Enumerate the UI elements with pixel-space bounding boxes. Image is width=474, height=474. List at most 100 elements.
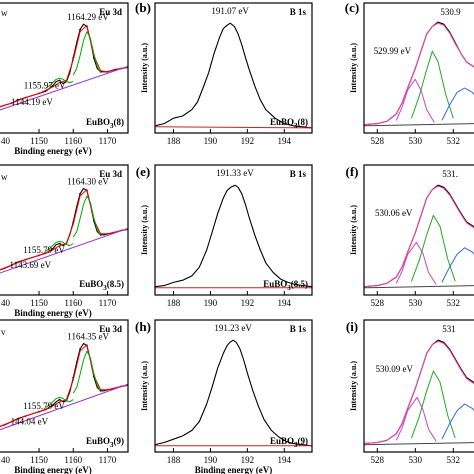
- x-tick-label: 188: [167, 136, 181, 146]
- data-point: [79, 192, 82, 195]
- series-component-4: [441, 247, 474, 283]
- series-envelope-1: [0, 24, 128, 108]
- x-tick-label: 532: [447, 136, 461, 146]
- x-tick-label: 192: [241, 298, 255, 308]
- series-component-3: [411, 50, 454, 119]
- peak-label: 530.09 eV: [376, 364, 414, 374]
- x-tick-label: 188: [167, 298, 181, 308]
- peak-label: 191.33 eV: [216, 168, 254, 178]
- series-component-3: [45, 77, 74, 89]
- x-tick-label: 190: [204, 455, 218, 465]
- series-component-3: [411, 370, 456, 439]
- peak-label: 1143.69 eV: [9, 260, 51, 270]
- x-tick-label: 532: [447, 298, 461, 308]
- x-tick-label: 1170: [99, 298, 117, 308]
- x-tick-label: 192: [241, 455, 255, 465]
- plot-frame: [0, 2, 129, 134]
- series-baseline-5: [364, 123, 474, 127]
- series-measured-0: [0, 23, 128, 108]
- plot-frame: [154, 2, 313, 134]
- peak-label: 144.04 eV: [11, 416, 49, 426]
- x-tick-label: 194: [278, 455, 292, 465]
- panel-label: (i): [346, 319, 358, 334]
- series-measured-0: [364, 184, 474, 288]
- x-axis-label: Binding energy (eV): [14, 308, 92, 318]
- clipped-text: 40: [1, 298, 11, 308]
- data-point: [79, 348, 82, 350]
- peak-label: 1155.79 eV: [23, 401, 65, 411]
- series-measured-0: [155, 22, 312, 129]
- region-label: Eu 3d: [99, 7, 122, 17]
- sample-label: EuBO3(8): [86, 117, 124, 130]
- x-axis-label: Binding energy (eV): [14, 146, 92, 156]
- region-label: Eu 3d: [99, 169, 122, 179]
- series-measured-0: [155, 339, 312, 447]
- x-tick-label: 530: [409, 298, 423, 308]
- x-tick-label: 532: [447, 455, 461, 465]
- panel-h: 188 190 192 194 Binding energy (eV) Intensity…: [135, 319, 313, 474]
- panel-a: 1150 1160 1170 Binding energy (eV) Eu 3d EuBO…: [0, 2, 129, 156]
- sample-label: EuBO3(9): [86, 436, 124, 449]
- series-component-2: [395, 78, 435, 123]
- region-label: B 1s: [290, 7, 307, 17]
- x-tick-label: 528: [371, 455, 385, 465]
- x-tick-label: 528: [371, 136, 385, 146]
- series-baseline-5: [364, 442, 474, 446]
- series-background-1: [155, 126, 312, 129]
- region-label: Eu 3d: [99, 324, 122, 334]
- peak-label: 531.: [442, 169, 458, 179]
- x-tick-label: 1160: [64, 455, 82, 465]
- x-tick-label: 1170: [99, 455, 117, 465]
- peak-label: 1155.97 eV: [24, 81, 66, 91]
- panel-label: (f): [346, 164, 359, 179]
- series-background-4: [0, 227, 128, 274]
- series-component-2: [72, 31, 102, 76]
- panel-g: 1150 1160 1170 Binding energy (eV) Eu 3d EuBO…: [0, 319, 129, 474]
- data-point: [79, 28, 82, 31]
- x-tick-label: 530: [409, 136, 423, 146]
- x-tick-label: 530: [409, 455, 423, 465]
- peak-label: 531: [442, 324, 456, 334]
- x-tick-label: 1150: [30, 455, 48, 465]
- plot-frame: [0, 319, 129, 453]
- x-tick-label: 192: [241, 136, 255, 146]
- x-tick-label: 528: [371, 298, 385, 308]
- clipped-text: v: [1, 327, 6, 337]
- plot-frame: [363, 319, 474, 453]
- series-measured-0: [364, 21, 474, 126]
- peak-label: 530.06 eV: [375, 208, 413, 218]
- series-component-2: [72, 195, 102, 238]
- sample-label: EuBO3(8.5): [79, 279, 124, 292]
- x-axis-label: Binding energy (eV): [14, 465, 92, 474]
- clipped-text: 40: [1, 136, 11, 146]
- clipped-text: w: [1, 172, 8, 182]
- y-axis-label: Intensity (a.u.): [349, 361, 358, 411]
- series-envelope-1: [0, 344, 128, 427]
- x-tick-label: 190: [204, 136, 218, 146]
- peak-label: 1164.35 eV: [67, 332, 109, 342]
- y-axis-label: Intensity (a.u.): [140, 205, 149, 255]
- plot-frame: [363, 164, 474, 296]
- x-tick-label: 1150: [30, 136, 48, 146]
- y-axis-label: Intensity (a.u.): [140, 43, 149, 93]
- panel-e: 188 190 192 194 Intensity (a.u.) (e) B 1s EuBO3…: [136, 164, 313, 308]
- panel-c: 528 530 532 Intensity (a.u.) (c) 529.99 eV 530…: [345, 0, 474, 146]
- panel-f: 528 530 532 Intensity (a.u.) (f) 530.06 eV 531…: [346, 164, 474, 308]
- panel-label: (e): [136, 164, 150, 179]
- x-tick-label: 1160: [64, 298, 82, 308]
- y-axis-label: Intensity (a.u.): [349, 205, 358, 255]
- peak-label: 1144.19 eV: [11, 97, 53, 107]
- y-axis-label: Intensity (a.u.): [349, 43, 358, 93]
- series-component-3: [45, 396, 74, 408]
- series-background-4: [0, 383, 128, 431]
- panel-b: 188 190 192 194 Intensity (a.u.) (b) B 1s EuBO3…: [135, 0, 313, 146]
- x-tick-label: 188: [167, 455, 181, 465]
- region-label: B 1s: [290, 324, 307, 334]
- series-envelope-1: [364, 185, 474, 288]
- peak-label: 530.9: [440, 7, 461, 17]
- peak-label: 1164.30 eV: [67, 176, 109, 186]
- series-measured-0: [155, 184, 312, 288]
- series-component-2: [72, 350, 102, 394]
- series-envelope-1: [364, 22, 474, 126]
